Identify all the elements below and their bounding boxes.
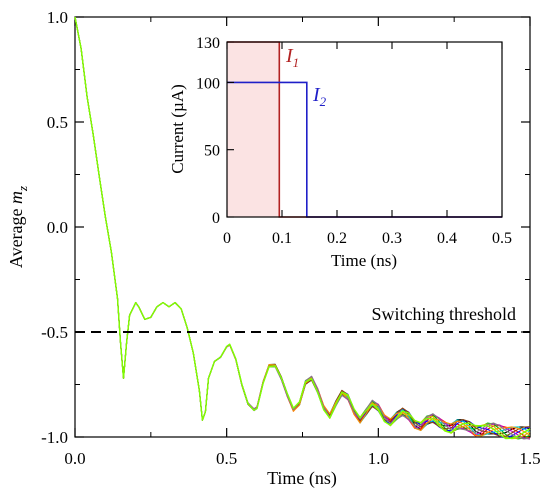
- x-tick-label: 0.5: [216, 449, 237, 468]
- inset-x-tick-label: 0.2: [327, 230, 347, 247]
- inset-x-tick-label: 0.5: [492, 230, 512, 247]
- y-tick-label: 0.0: [47, 218, 68, 237]
- inset-y-tick-label: 130: [196, 35, 220, 52]
- x-tick-label: 0.0: [64, 449, 85, 468]
- x-tick-label: 1.0: [368, 449, 389, 468]
- y-tick-label: -0.5: [41, 323, 68, 342]
- x-tick-label: 1.5: [519, 449, 540, 468]
- y-tick-label: -1.0: [41, 428, 68, 447]
- inset-y-axis-title: Current (µA): [168, 84, 187, 174]
- pulse-i1-shade: [227, 42, 280, 217]
- series-label-i2: I2: [312, 84, 327, 109]
- inset-x-tick-label: 0: [223, 230, 231, 247]
- inset-x-tick-label: 0.4: [437, 230, 457, 247]
- series-label-i1: I1: [285, 45, 299, 70]
- inset-y-tick-label: 100: [196, 75, 220, 92]
- threshold-label: Switching threshold: [372, 304, 517, 324]
- inset-x-axis-title: Time (ns): [331, 251, 397, 270]
- inset-y-tick-label: 50: [204, 143, 220, 160]
- inset-y-tick-label: 0: [212, 210, 220, 227]
- y-tick-label: 1.0: [47, 8, 68, 27]
- inset-plot-frame: [226, 41, 503, 218]
- y-tick-label: 0.5: [47, 113, 68, 132]
- inset-x-tick-label: 0.3: [382, 230, 402, 247]
- y-axis-title: Average mz: [6, 186, 30, 268]
- series-line: [74, 16, 531, 440]
- x-axis-title: Time (ns): [267, 468, 337, 489]
- inset-x-tick-label: 0.1: [272, 230, 292, 247]
